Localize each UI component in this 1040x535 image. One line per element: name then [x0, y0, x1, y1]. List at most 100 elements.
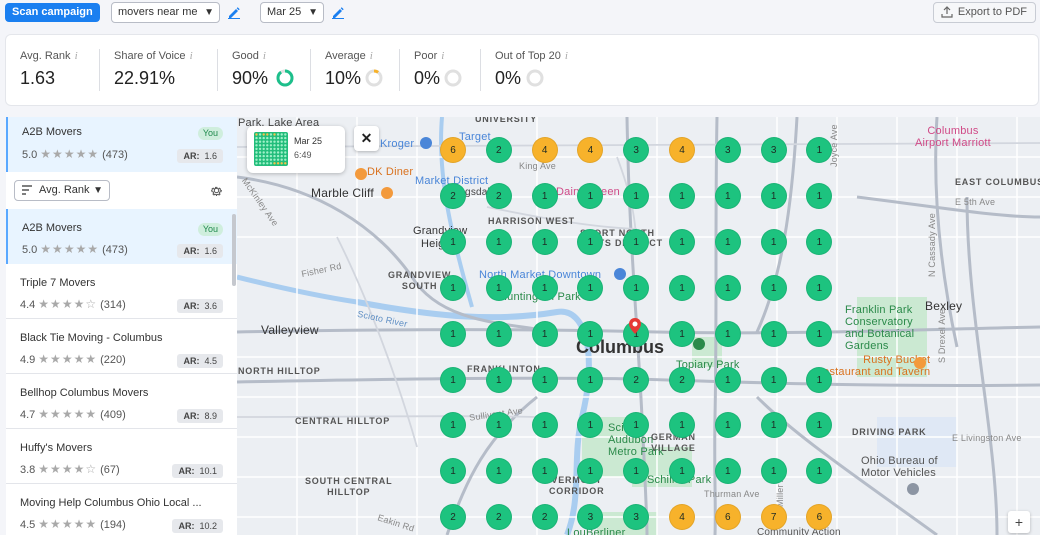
rank-pin[interactable]: 1: [577, 412, 604, 439]
edit-keyword-icon[interactable]: [227, 5, 241, 19]
rank-pin[interactable]: 4: [669, 137, 695, 163]
rank-grid-map[interactable]: Park, Lake Area UNIVERSITY Target Kroger…: [237, 117, 1040, 535]
rank-pin[interactable]: 7: [760, 504, 787, 531]
rank-pin[interactable]: 1: [531, 182, 558, 209]
rank-pin[interactable]: 1: [669, 182, 695, 209]
rank-pin[interactable]: 2: [440, 504, 466, 531]
rank-pin[interactable]: 1: [806, 228, 833, 255]
scan-campaign-button[interactable]: Scan campaign: [5, 3, 100, 22]
shopping-pin-icon[interactable]: [420, 137, 432, 149]
rank-pin[interactable]: 1: [485, 228, 512, 255]
export-pdf-button[interactable]: Export to PDF: [932, 2, 1036, 23]
rank-pin[interactable]: 3: [760, 137, 787, 163]
rank-pin[interactable]: 2: [531, 504, 558, 531]
competitor-item[interactable]: Triple 7 Movers 4.4 ★★★★☆ (314) AR: 3.6: [6, 264, 237, 319]
rank-pin[interactable]: 1: [577, 320, 604, 347]
rank-pin[interactable]: 1: [531, 274, 558, 301]
restaurant-pin-icon[interactable]: [914, 357, 926, 369]
rank-pin[interactable]: 1: [669, 228, 695, 255]
rank-pin[interactable]: 1: [714, 182, 741, 209]
zoom-in-button[interactable]: +: [1008, 511, 1030, 533]
rank-pin[interactable]: 2: [440, 182, 466, 209]
rank-pin[interactable]: 1: [623, 412, 650, 439]
rank-pin[interactable]: 1: [714, 366, 741, 393]
scan-thumbnail-popup[interactable]: Mar 25 6:49: [247, 126, 345, 173]
rank-pin[interactable]: 1: [623, 320, 650, 347]
rank-pin[interactable]: 1: [531, 412, 558, 439]
competitor-item[interactable]: Bellhop Columbus Movers 4.7 ★★★★★ (409) AR: 8…: [6, 374, 237, 429]
scrollbar[interactable]: [232, 214, 236, 286]
rank-pin[interactable]: 1: [440, 320, 466, 347]
rank-pin[interactable]: 1: [531, 366, 558, 393]
rank-pin[interactable]: 1: [623, 458, 650, 485]
rank-pin[interactable]: 4: [577, 137, 604, 163]
rank-pin[interactable]: 1: [623, 228, 650, 255]
rank-pin[interactable]: 1: [440, 366, 466, 393]
rank-pin[interactable]: 1: [806, 182, 833, 209]
park-pin-icon[interactable]: [693, 338, 705, 350]
info-icon[interactable]: i: [262, 50, 266, 62]
close-popup-button[interactable]: ✕: [354, 126, 379, 151]
gear-icon[interactable]: [210, 184, 223, 197]
rank-pin[interactable]: 1: [577, 274, 604, 301]
rank-pin[interactable]: 1: [485, 458, 512, 485]
rank-pin[interactable]: 1: [577, 366, 604, 393]
rank-pin[interactable]: 1: [440, 412, 466, 439]
rank-pin[interactable]: 1: [760, 274, 787, 301]
rank-pin[interactable]: 1: [806, 366, 833, 393]
rank-pin[interactable]: 2: [485, 504, 512, 531]
restaurant-pin-icon[interactable]: [355, 168, 367, 180]
rank-pin[interactable]: 1: [485, 320, 512, 347]
rank-pin[interactable]: 2: [485, 137, 512, 163]
rank-pin[interactable]: 1: [669, 458, 695, 485]
rank-pin[interactable]: 6: [440, 137, 466, 163]
rank-pin[interactable]: 4: [669, 504, 695, 531]
business-location-icon[interactable]: [628, 317, 642, 335]
rank-pin[interactable]: 1: [577, 228, 604, 255]
rank-pin[interactable]: 1: [577, 182, 604, 209]
info-icon[interactable]: i: [74, 50, 78, 62]
rank-pin[interactable]: 1: [623, 274, 650, 301]
pinned-business-card[interactable]: A2B Movers You 5.0 ★★★★★ (473) AR: 1.6: [6, 117, 237, 172]
rank-pin[interactable]: 1: [440, 228, 466, 255]
rank-pin[interactable]: 3: [714, 137, 741, 163]
rank-pin[interactable]: 1: [760, 182, 787, 209]
rank-pin[interactable]: 1: [485, 274, 512, 301]
rank-pin[interactable]: 3: [577, 504, 604, 531]
rank-pin[interactable]: 3: [623, 504, 650, 531]
rank-pin[interactable]: 1: [760, 458, 787, 485]
rank-pin[interactable]: 1: [806, 458, 833, 485]
rank-pin[interactable]: 1: [577, 458, 604, 485]
rank-pin[interactable]: 2: [485, 182, 512, 209]
rank-pin[interactable]: 1: [806, 137, 833, 163]
rank-pin[interactable]: 1: [760, 320, 787, 347]
info-icon[interactable]: i: [441, 50, 445, 62]
keyword-select[interactable]: movers near me ▼: [111, 2, 220, 23]
info-icon[interactable]: i: [189, 50, 193, 62]
rank-pin[interactable]: 1: [531, 458, 558, 485]
shopping-pin-icon[interactable]: [614, 268, 626, 280]
rank-pin[interactable]: 1: [760, 228, 787, 255]
rank-pin[interactable]: 1: [806, 320, 833, 347]
competitor-item[interactable]: Moving Help Columbus Ohio Local ... 4.5 ★★…: [6, 484, 237, 535]
rank-pin[interactable]: 1: [714, 412, 741, 439]
rank-pin[interactable]: 1: [760, 366, 787, 393]
edit-date-icon[interactable]: [331, 5, 345, 19]
rank-pin[interactable]: 1: [485, 366, 512, 393]
rank-pin[interactable]: 1: [485, 412, 512, 439]
competitor-item[interactable]: Huffy's Movers 3.8 ★★★★☆ (67) AR: 10.1: [6, 429, 237, 484]
rank-pin[interactable]: 1: [440, 458, 466, 485]
competitor-item[interactable]: A2B Movers You 5.0 ★★★★★ (473) AR: 1.6: [6, 209, 237, 264]
rank-pin[interactable]: 1: [806, 274, 833, 301]
rank-pin[interactable]: 2: [623, 366, 650, 393]
rank-pin[interactable]: 3: [623, 137, 650, 163]
rank-pin[interactable]: 1: [531, 320, 558, 347]
rank-pin[interactable]: 6: [806, 504, 833, 531]
rank-pin[interactable]: 1: [623, 182, 650, 209]
rank-pin[interactable]: 1: [669, 320, 695, 347]
rank-pin[interactable]: 6: [714, 504, 741, 531]
rank-pin[interactable]: 1: [714, 274, 741, 301]
rank-pin[interactable]: 1: [806, 412, 833, 439]
rank-pin[interactable]: 1: [714, 458, 741, 485]
rank-pin[interactable]: 1: [669, 274, 695, 301]
